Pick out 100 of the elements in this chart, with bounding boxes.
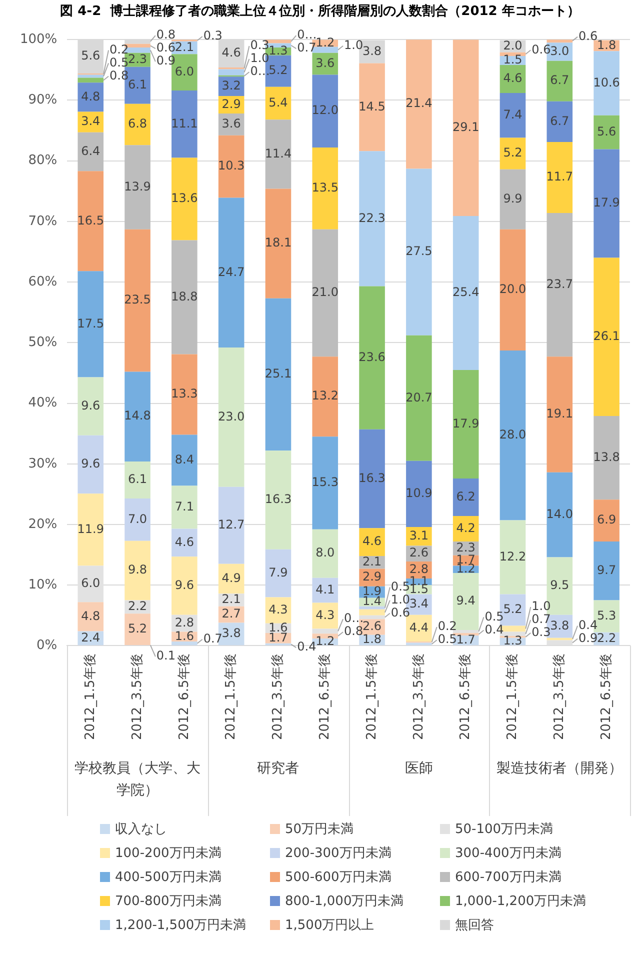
bar [265,86,292,120]
data-label: 4.4 [409,620,428,634]
bar [500,138,526,170]
bar [452,216,479,370]
data-label: 29.1 [452,120,480,134]
data-label: 2.1 [174,40,194,54]
data-label: 0.7 [532,612,551,626]
data-label: 14.0 [546,506,574,521]
data-label: 6.2 [456,489,476,504]
bar [594,149,620,258]
legend-label: 収入なし [115,821,167,838]
data-label: 15.3 [312,475,338,490]
data-label: 3.6 [222,116,241,131]
data-label: 0.9 [578,630,598,645]
bar [546,101,573,142]
data-label: 0.6 [390,605,410,620]
data-label: 1.0 [344,38,364,52]
bar [406,642,432,646]
data-label: 8.0 [316,546,335,560]
bar [500,65,526,93]
data-label: 16.3 [264,492,292,506]
data-label: 20.7 [406,390,432,404]
data-label: 28.0 [499,428,526,442]
y-tick-label: 60% [28,274,58,290]
data-label: 1.0 [532,599,551,614]
bar [124,614,150,646]
x-tick-label: 2012_1.5年後 [364,654,380,740]
data-label: 0.6 [156,40,176,55]
data-label: 6.4 [81,144,100,158]
data-label: 16.3 [358,470,386,485]
y-tick-label: 0% [36,638,58,654]
data-label: 3.6 [316,56,335,70]
data-label: 10.9 [406,486,432,500]
bar [124,229,150,372]
bar [546,60,573,102]
bar [359,606,385,610]
data-label: 0.4 [578,618,598,632]
data-label: 12.0 [312,103,338,118]
data-label: 17.9 [452,416,480,430]
data-label: 1.3 [268,44,288,58]
data-label: 3.8 [222,626,241,640]
bar [265,298,292,451]
data-label: 5.6 [597,124,616,138]
legend-label: 1,000-1,200万円未満 [455,893,586,910]
data-label: 0.3 [532,625,551,640]
bar [172,556,198,615]
bar [312,147,338,230]
bar [78,112,104,132]
data-label: 11.1 [171,116,198,130]
bar [312,628,338,634]
bar [172,486,198,529]
data-label: 2.1 [222,592,241,606]
text: 研究者 [257,760,300,777]
data-label: 11.7 [546,170,574,184]
data-label: 3.4 [409,596,428,611]
bar [172,158,198,240]
legend-label: 200-300万円未満 [285,845,392,862]
data-label: 18.8 [171,289,198,304]
data-label: 3.4 [81,114,100,128]
data-label: 6.9 [597,512,616,527]
data-label: 0.8 [156,28,176,42]
bar [172,90,198,158]
bar [406,460,432,527]
data-label: 1.2 [316,35,335,50]
text: 製造技術者（開発） [496,760,623,777]
bar [218,198,244,348]
bar [312,578,338,603]
legend-label: 500-600万円未満 [285,869,392,886]
bar [359,286,385,430]
data-label: 6.7 [550,114,570,128]
data-label: 4.3 [268,602,288,616]
data-label: 11.4 [264,146,292,160]
bar [500,92,526,138]
data-label: 13.6 [171,191,198,206]
data-label: 24.7 [218,264,245,279]
bar [452,40,479,216]
legend-label: 無回答 [455,917,494,934]
bar [359,429,385,528]
data-label: 0.6 [578,28,598,43]
bar [124,145,150,230]
data-label: 3.8 [550,618,570,632]
legend-label: 400-500万円未満 [115,869,222,886]
data-label: 12.7 [218,518,245,532]
data-label: 6.0 [174,64,194,78]
data-label: 23.0 [218,409,245,424]
data-label: 1.7 [268,630,288,644]
data-label: 4.1 [316,582,335,596]
bar [218,69,244,76]
data-label: 0.4 [297,640,316,654]
data-label: 2.9 [362,570,382,584]
data-label: 9.6 [174,578,194,592]
bar [452,630,479,634]
data-label: 2.3 [456,540,476,555]
legend-label: 100-200万円未満 [115,845,222,862]
bar [172,434,198,486]
bar [312,74,338,148]
data-label: 4.6 [174,534,194,549]
data-label: 0… [297,28,317,42]
bar [172,240,198,354]
legend-label: 600-700万円未満 [455,869,562,886]
